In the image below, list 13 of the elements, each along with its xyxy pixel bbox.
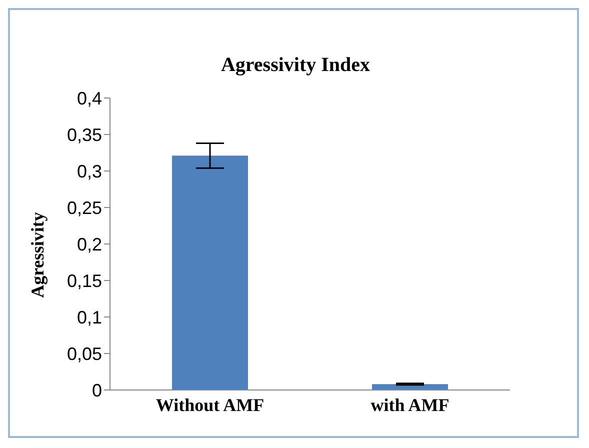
y-tick-label: 0,25: [66, 198, 102, 218]
y-tick-label: 0,2: [76, 234, 102, 254]
x-tick-label: Without AMF: [156, 394, 264, 415]
y-tick-label: 0,15: [66, 270, 102, 291]
y-axis-title: Agressivity: [28, 212, 48, 298]
y-tick-label: 0: [92, 380, 102, 400]
y-tick-label: 0,3: [76, 161, 102, 182]
x-tick-label: with AMF: [370, 394, 450, 415]
y-tick-label: 0,05: [66, 344, 102, 364]
chart-title: Agressivity Index: [220, 54, 372, 77]
y-tick-label: 0,35: [66, 124, 102, 145]
y-tick-label: 0,4: [76, 88, 102, 108]
y-tick-label: 0,1: [76, 307, 102, 328]
